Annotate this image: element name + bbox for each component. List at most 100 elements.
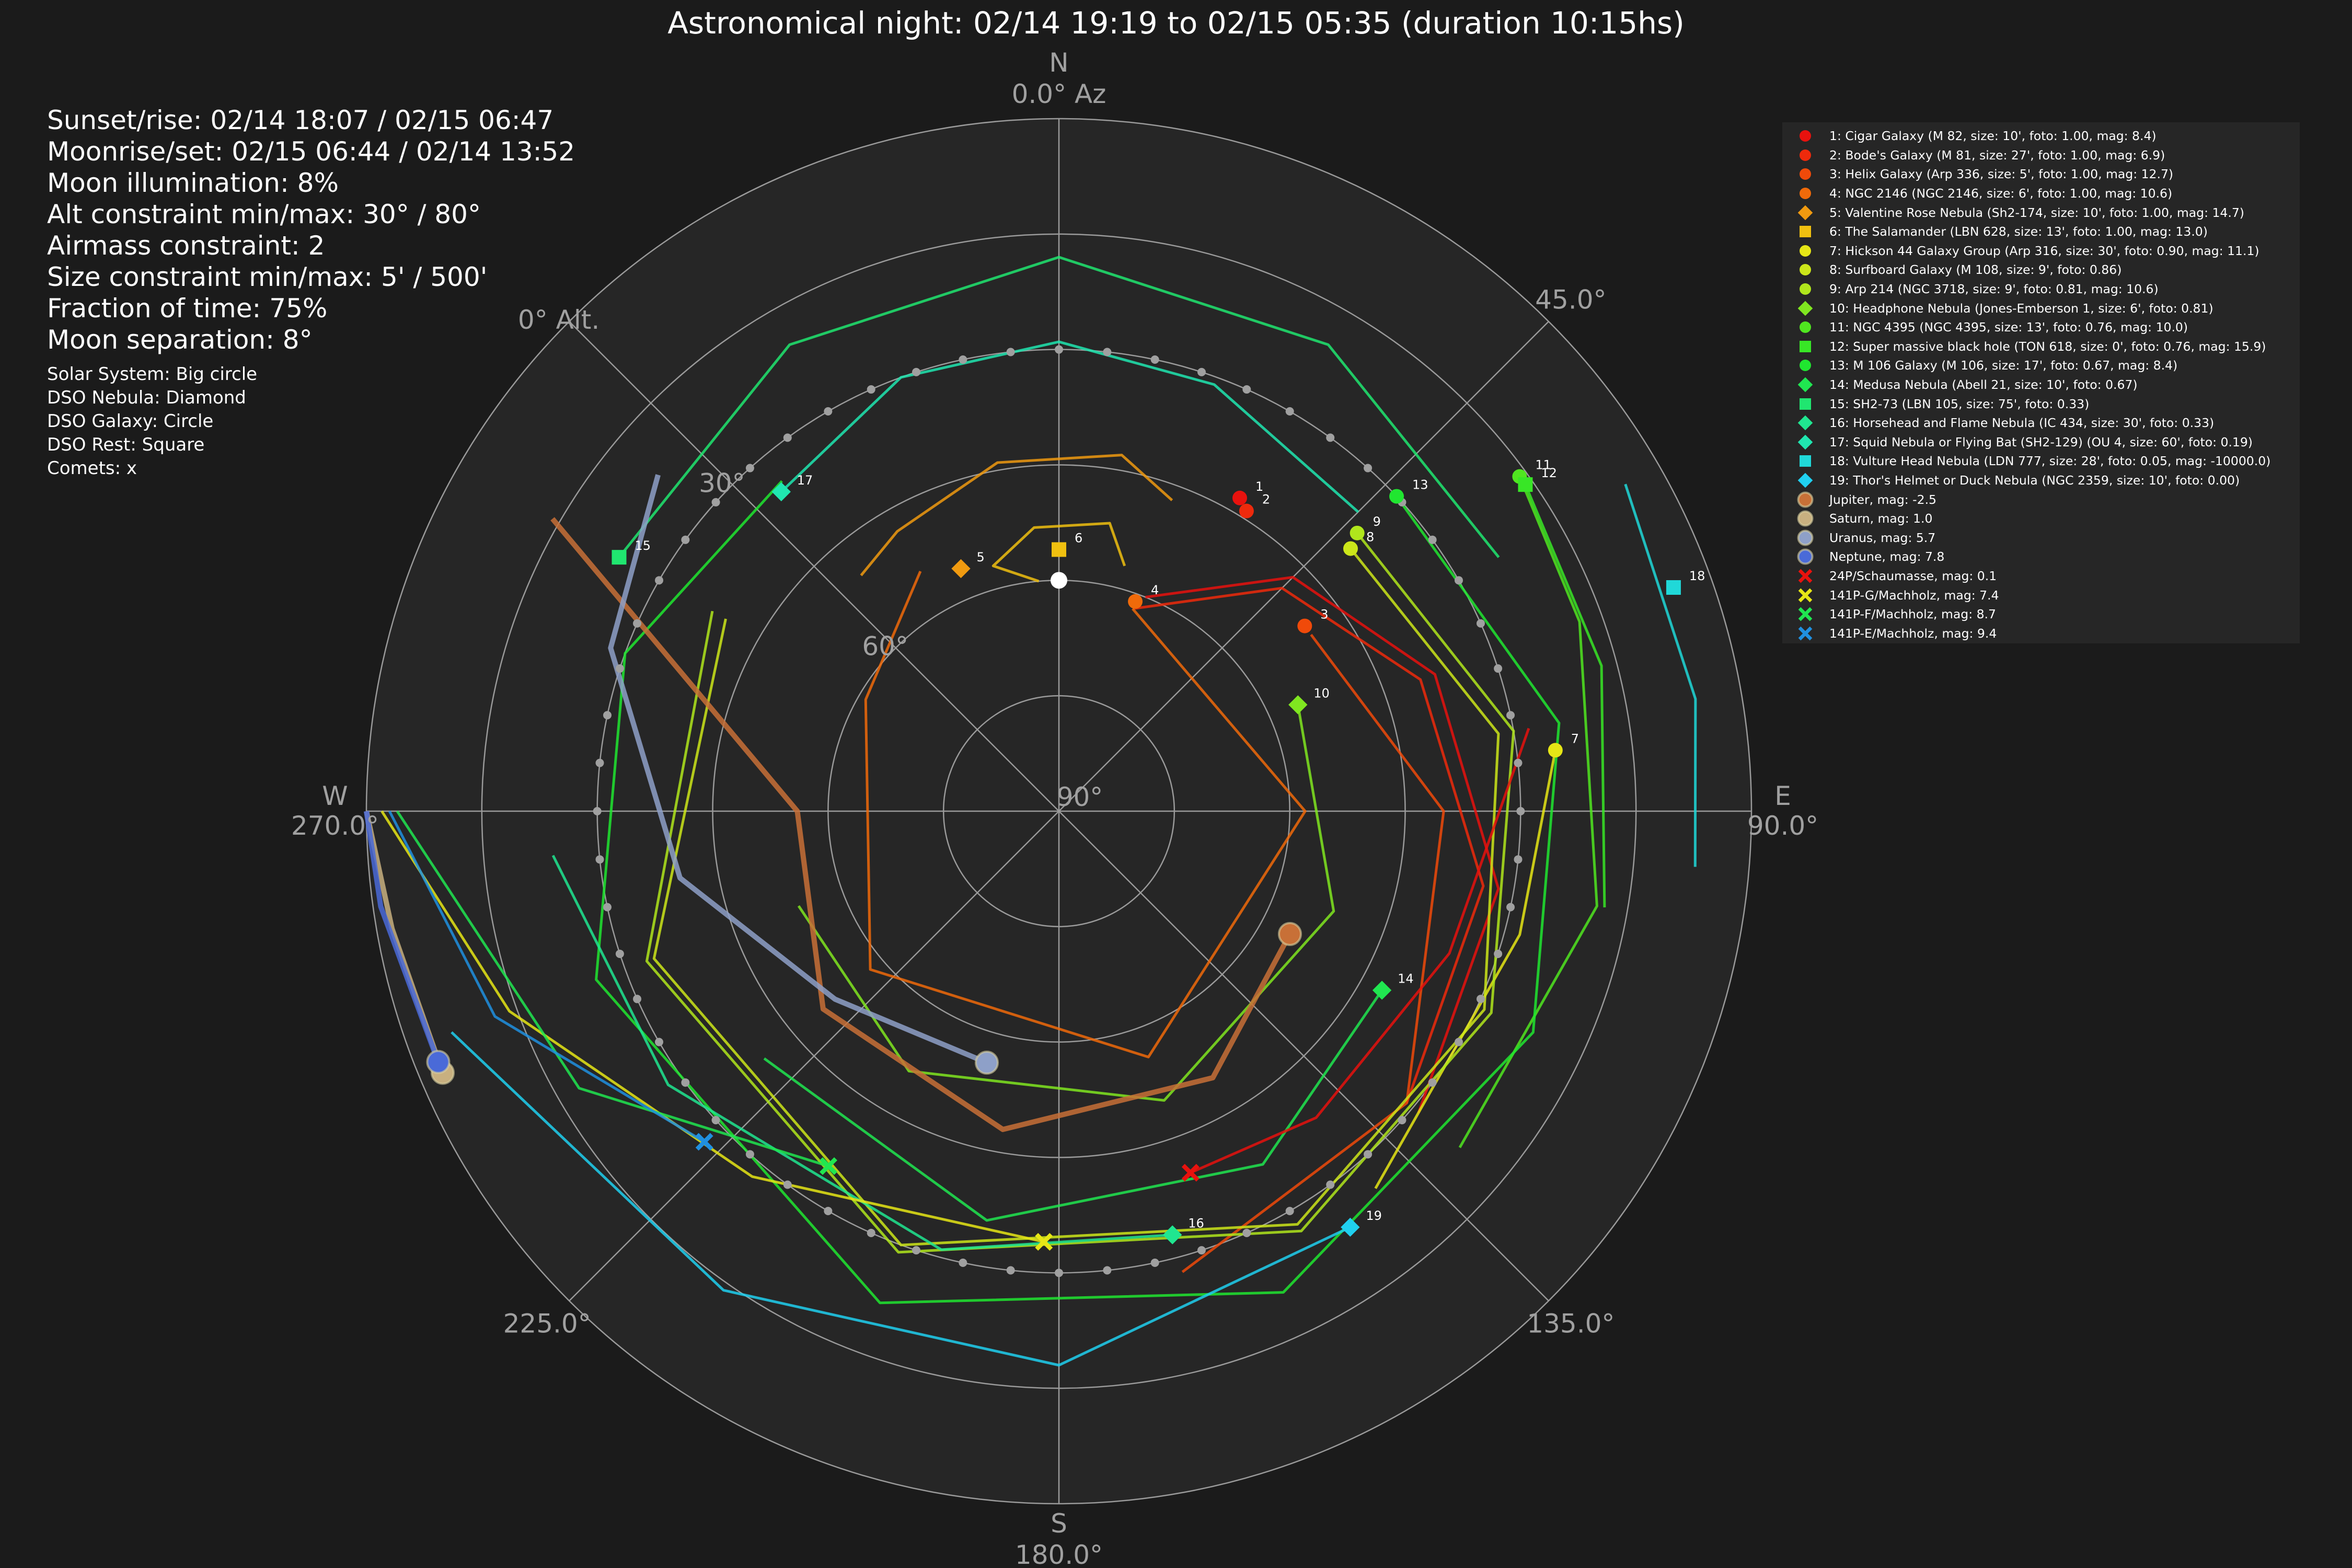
azimuth-tick-label: 135.0° [1527, 1308, 1615, 1339]
object-id-label: 7 [1571, 731, 1579, 746]
azimuth-tick-label: 0.0° Az [1012, 79, 1106, 109]
legend-entry: 3: Helix Galaxy (Arp 336, size: 5', foto… [1794, 165, 2300, 184]
object-track [388, 810, 705, 1143]
object-track [608, 474, 988, 1065]
legend-swatch [1800, 226, 1811, 238]
legend-entry: 15: SH2-73 (LBN 105, size: 75', foto: 0.… [1794, 394, 2300, 413]
constraint-dot [1506, 903, 1515, 912]
object-track [595, 480, 1561, 1305]
legend-label: 141P-G/Machholz, mag: 7.4 [1829, 587, 1999, 603]
object-id-label: 5 [976, 550, 984, 564]
legend-entry: 18: Vulture Head Nebula (LDN 777, size: … [1794, 452, 2300, 471]
constraint-dot [655, 576, 664, 585]
altitude-tick-label: 60° [862, 631, 908, 662]
object-track [991, 522, 1126, 583]
object-track [1132, 586, 1485, 1104]
info-moon-separation: Moon separation: 8° [47, 325, 313, 355]
chart-title: Astronomical night: 02/14 19:19 to 02/15… [667, 5, 1685, 41]
constraint-dot [824, 407, 833, 416]
object-track [763, 989, 1383, 1222]
legend-label: 6: The Salamander (LBN 628, size: 13', f… [1829, 224, 2208, 239]
constraint-dot [1006, 348, 1015, 356]
object-id-label: 9 [1373, 514, 1381, 529]
constraint-dot [1197, 1246, 1206, 1255]
legend-entry: 141P-F/Machholz, mag: 8.7 [1794, 605, 2300, 624]
azimuth-tick-label: 180.0° [1015, 1540, 1103, 1568]
constraint-dot [1055, 345, 1063, 354]
comet-marker [1181, 1163, 1200, 1182]
info-moon-illumination: Moon illumination: 8% [47, 168, 339, 198]
dso-marker: 7 [1548, 731, 1579, 758]
object-track [551, 855, 1173, 1251]
legend-swatch [1800, 168, 1811, 180]
object-id-label: 14 [1398, 972, 1414, 986]
legend-swatch [1800, 130, 1811, 142]
legend-label: 18: Vulture Head Nebula (LDN 777, size: … [1829, 454, 2271, 469]
direction-w: W [322, 781, 348, 811]
planet-marker [975, 1051, 999, 1075]
legend-label: 24P/Schaumasse, mag: 0.1 [1829, 568, 1997, 583]
object-track [618, 256, 1500, 558]
constraint-dot [1398, 1116, 1406, 1125]
dso-marker: 12 [1518, 466, 1557, 492]
object-track [381, 810, 1044, 1243]
planet-marker [1277, 921, 1302, 946]
constraint-dot [1516, 807, 1525, 815]
object-track [1624, 483, 1697, 867]
dso-marker: 5 [951, 550, 985, 579]
object-track [1145, 575, 1500, 1114]
object-id-label: 16 [1188, 1216, 1204, 1231]
constraint-dot [959, 355, 967, 364]
symbol-notes: Solar System: Big circle DSO Nebula: Dia… [47, 363, 575, 480]
constraint-dot [633, 995, 642, 1004]
constraint-dot [633, 619, 642, 628]
legend-entry: Uranus, mag: 5.7 [1794, 528, 2300, 547]
constraint-dot [824, 1206, 833, 1215]
dso-marker: 6 [1052, 531, 1082, 557]
constraint-dot [1150, 1259, 1159, 1267]
legend-swatch [1798, 588, 1813, 602]
object-id-label: 12 [1541, 466, 1557, 480]
legend-swatch [1798, 607, 1813, 621]
object-track [550, 517, 1293, 1132]
legend-entry: 5: Valentine Rose Nebula (Sh2-174, size:… [1794, 203, 2300, 222]
legend-label: 10: Headphone Nebula (Jones-Emberson 1, … [1829, 301, 2213, 316]
legend-swatch [1797, 434, 1813, 450]
constraint-dot [1103, 1266, 1112, 1275]
direction-s: S [1051, 1508, 1067, 1539]
legend-label: 3: Helix Galaxy (Arp 336, size: 5', foto… [1829, 167, 2174, 182]
constraint-dot [1506, 711, 1515, 720]
legend-entry: 24P/Schaumasse, mag: 0.1 [1794, 567, 2300, 586]
legend: 1: Cigar Galaxy (M 82, size: 10', foto: … [1782, 122, 2300, 643]
moon-marker [1051, 572, 1067, 589]
constraint-dot [593, 807, 602, 815]
constraint-dot [1494, 949, 1503, 958]
legend-swatch [1797, 377, 1813, 393]
legend-entry: Neptune, mag: 7.8 [1794, 547, 2300, 567]
note-solar-system: Solar System: Big circle [47, 364, 258, 385]
note-comets: Comets: x [47, 458, 137, 479]
dso-marker: 13 [1389, 478, 1428, 504]
legend-label: Uranus, mag: 5.7 [1829, 530, 1936, 545]
object-track [364, 811, 441, 1063]
legend-label: 14: Medusa Nebula (Abell 21, size: 10', … [1829, 377, 2138, 393]
legend-entry: 141P-E/Machholz, mag: 9.4 [1794, 624, 2300, 643]
object-id-label: 2 [1262, 492, 1270, 507]
legend-entry: 8: Surfboard Galaxy (M 108, size: 9', fo… [1794, 260, 2300, 280]
object-tracks [364, 256, 1697, 1367]
legend-swatch [1797, 548, 1814, 565]
dso-marker: 14 [1372, 972, 1414, 1000]
object-track [1181, 633, 1445, 1273]
constraint-dot [783, 1180, 792, 1189]
legend-label: 7: Hickson 44 Galaxy Group (Arp 316, siz… [1829, 243, 2259, 258]
object-id-label: 17 [797, 473, 813, 488]
legend-label: 1: Cigar Galaxy (M 82, size: 10', foto: … [1829, 129, 2157, 144]
legend-swatch [1797, 415, 1813, 431]
direction-n: N [1049, 48, 1068, 78]
constraint-dot [1428, 535, 1437, 544]
constraint-dot [603, 903, 612, 912]
legend-swatch [1800, 398, 1811, 410]
object-id-label: 8 [1366, 530, 1374, 545]
legend-label: Saturn, mag: 1.0 [1829, 511, 1933, 526]
constraint-dot [1476, 995, 1485, 1004]
